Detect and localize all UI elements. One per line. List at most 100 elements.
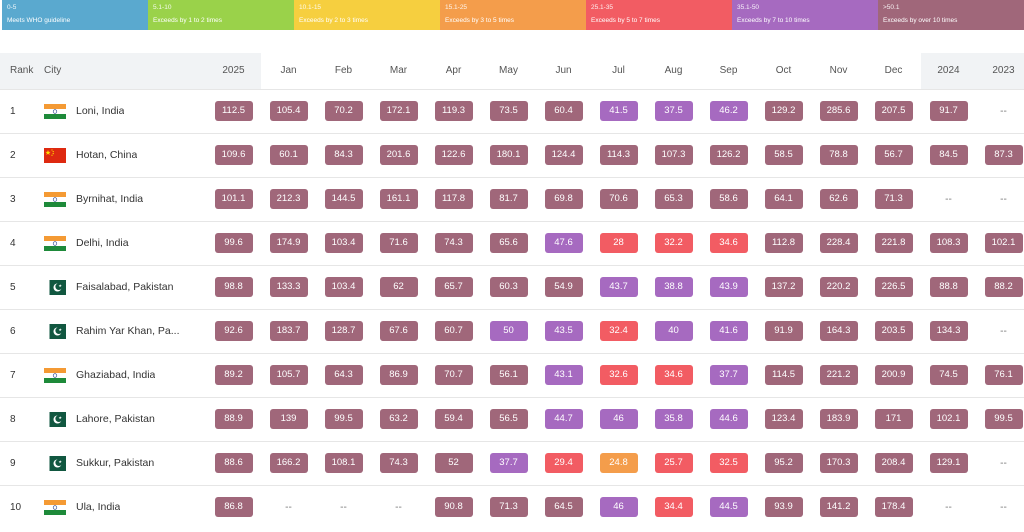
table-row[interactable]: 7 Ghaziabad, India 89.2 105.7 64.3 86.9 70.7 56… bbox=[0, 353, 1024, 397]
column-header-mar[interactable]: Mar bbox=[389, 65, 408, 77]
column-header-dec[interactable]: Dec bbox=[884, 65, 903, 77]
column-header-may[interactable]: May bbox=[499, 65, 518, 77]
table-row[interactable]: 6 Rahim Yar Khan, Pa... 92.6 183.7 128.7 67.6… bbox=[0, 309, 1024, 353]
value-cell: 86.8 bbox=[206, 485, 261, 529]
legend-segment: >50.1 Exceeds by over 10 times bbox=[878, 0, 1024, 30]
city-cell[interactable]: Byrnihat, India bbox=[36, 177, 206, 221]
value-cell: -- bbox=[371, 485, 426, 529]
table-row[interactable]: 2 Hotan, China 109.6 60.1 84.3 201.6 122.6 180.… bbox=[0, 133, 1024, 177]
value-cell: 32.6 bbox=[591, 353, 646, 397]
city-name-link[interactable]: Rahim Yar Khan, Pa... bbox=[76, 325, 180, 337]
value-cell: 88.9 bbox=[206, 397, 261, 441]
aqi-value-badge: 101.1 bbox=[214, 189, 253, 209]
value-cell: 88.2 bbox=[976, 265, 1024, 309]
city-name-link[interactable]: Ghaziabad, India bbox=[76, 369, 156, 381]
value-cell: 37.7 bbox=[701, 353, 756, 397]
column-header-sep[interactable]: Sep bbox=[719, 65, 738, 77]
column-header-oct[interactable]: Oct bbox=[775, 65, 792, 77]
legend-range: 15.1-25 bbox=[445, 4, 468, 11]
column-header-2023[interactable]: 2023 bbox=[976, 53, 1024, 89]
value-cell: 46 bbox=[591, 397, 646, 441]
column-header-apr[interactable]: Apr bbox=[445, 65, 462, 77]
pakistan-flag-icon bbox=[44, 455, 66, 471]
column-header-feb[interactable]: Feb bbox=[334, 65, 353, 77]
aqi-value-badge: 174.9 bbox=[269, 233, 308, 253]
value-cell: 207.5 bbox=[866, 89, 921, 133]
value-cell: 108.3 bbox=[921, 221, 976, 265]
city-name-link[interactable]: Delhi, India bbox=[76, 237, 129, 249]
india-flag-icon bbox=[44, 499, 66, 515]
value-cell: 58.6 bbox=[701, 177, 756, 221]
value-cell: 60.7 bbox=[426, 309, 481, 353]
column-header-aug[interactable]: Aug bbox=[664, 65, 683, 77]
aqi-value-badge: 38.8 bbox=[654, 277, 693, 297]
value-cell: 43.5 bbox=[536, 309, 591, 353]
value-cell: 43.1 bbox=[536, 353, 591, 397]
aqi-value-badge: 123.4 bbox=[764, 409, 803, 429]
value-cell: 102.1 bbox=[976, 221, 1024, 265]
aqi-value-badge: 107.3 bbox=[654, 145, 693, 165]
value-cell: 93.9 bbox=[756, 485, 811, 529]
city-name-link[interactable]: Faisalabad, Pakistan bbox=[76, 281, 174, 293]
aqi-value-badge: 37.7 bbox=[489, 453, 528, 473]
value-cell: 144.5 bbox=[316, 177, 371, 221]
value-cell: 35.8 bbox=[646, 397, 701, 441]
column-header-jun[interactable]: Jun bbox=[555, 65, 572, 77]
city-cell[interactable]: Faisalabad, Pakistan bbox=[36, 265, 206, 309]
city-cell[interactable]: Ghaziabad, India bbox=[36, 353, 206, 397]
aqi-value-badge: 58.5 bbox=[764, 145, 803, 165]
value-cell: 141.2 bbox=[811, 485, 866, 529]
value-cell: 43.7 bbox=[591, 265, 646, 309]
value-cell: 70.2 bbox=[316, 89, 371, 133]
column-header-2025[interactable]: 2025 bbox=[206, 53, 261, 89]
column-header-nov[interactable]: Nov bbox=[829, 65, 848, 77]
city-cell[interactable]: Lahore, Pakistan bbox=[36, 397, 206, 441]
column-header-rank[interactable]: Rank bbox=[0, 53, 36, 89]
city-cell[interactable]: Hotan, China bbox=[36, 133, 206, 177]
city-name-link[interactable]: Hotan, China bbox=[76, 149, 138, 161]
table-row[interactable]: 9 Sukkur, Pakistan 88.6 166.2 108.1 74.3 52 37.… bbox=[0, 441, 1024, 485]
city-name-link[interactable]: Lahore, Pakistan bbox=[76, 413, 155, 425]
city-cell[interactable]: Loni, India bbox=[36, 89, 206, 133]
city-cell[interactable]: Sukkur, Pakistan bbox=[36, 441, 206, 485]
city-name-link[interactable]: Loni, India bbox=[76, 105, 125, 117]
table-row[interactable]: 4 Delhi, India 99.6 174.9 103.4 71.6 74.3 65.6 4… bbox=[0, 221, 1024, 265]
table-row[interactable]: 1 Loni, India 112.5 105.4 70.2 172.1 119.3 73.5… bbox=[0, 89, 1024, 133]
aqi-value-badge: 62 bbox=[379, 277, 418, 297]
aqi-value-badge: 86.9 bbox=[379, 365, 418, 385]
aqi-value-badge: 25.7 bbox=[654, 453, 693, 473]
value-cell: -- bbox=[316, 485, 371, 529]
value-cell: 124.4 bbox=[536, 133, 591, 177]
aqi-value-badge: 50 bbox=[489, 321, 528, 341]
aqi-value-badge: 43.9 bbox=[709, 277, 748, 297]
city-name-link[interactable]: Sukkur, Pakistan bbox=[76, 457, 155, 469]
aqi-value-badge: 166.2 bbox=[269, 453, 308, 473]
city-name-link[interactable]: Ula, India bbox=[76, 501, 121, 514]
legend-range: 10.1-15 bbox=[299, 4, 322, 11]
value-cell: 70.6 bbox=[591, 177, 646, 221]
table-row[interactable]: 3 Byrnihat, India 101.1 212.3 144.5 161.1 117.… bbox=[0, 177, 1024, 221]
value-cell: 99.5 bbox=[316, 397, 371, 441]
table-row[interactable]: 8 Lahore, Pakistan 88.9 139 99.5 63.2 59.4 56.5… bbox=[0, 397, 1024, 441]
aqi-value-badge: 134.3 bbox=[929, 321, 968, 341]
value-cell: 103.4 bbox=[316, 221, 371, 265]
city-cell[interactable]: Delhi, India bbox=[36, 221, 206, 265]
table-row[interactable]: 5 Faisalabad, Pakistan 98.8 133.3 103.4 62 65.… bbox=[0, 265, 1024, 309]
aqi-value-badge: 70.2 bbox=[324, 101, 363, 121]
aqi-value-badge: 109.6 bbox=[214, 145, 253, 165]
value-cell: 89.2 bbox=[206, 353, 261, 397]
city-cell[interactable]: Rahim Yar Khan, Pa... bbox=[36, 309, 206, 353]
aqi-value-badge: 180.1 bbox=[489, 145, 528, 165]
table-row[interactable]: 10 Ula, India 86.8 -- -- -- 90.8 71.3 64.5 46 34.4… bbox=[0, 485, 1024, 529]
value-cell: 99.6 bbox=[206, 221, 261, 265]
column-header-jul[interactable]: Jul bbox=[612, 65, 625, 77]
city-cell[interactable]: Ula, India bbox=[36, 485, 206, 529]
aqi-value-badge: 207.5 bbox=[874, 101, 913, 121]
column-header-2024[interactable]: 2024 bbox=[921, 53, 976, 89]
legend-description: Meets WHO guideline bbox=[7, 17, 71, 24]
column-header-jan[interactable]: Jan bbox=[280, 65, 297, 77]
column-header-city[interactable]: City bbox=[36, 53, 206, 89]
value-cell: 44.7 bbox=[536, 397, 591, 441]
value-cell: 84.3 bbox=[316, 133, 371, 177]
city-name-link[interactable]: Byrnihat, India bbox=[76, 193, 144, 205]
